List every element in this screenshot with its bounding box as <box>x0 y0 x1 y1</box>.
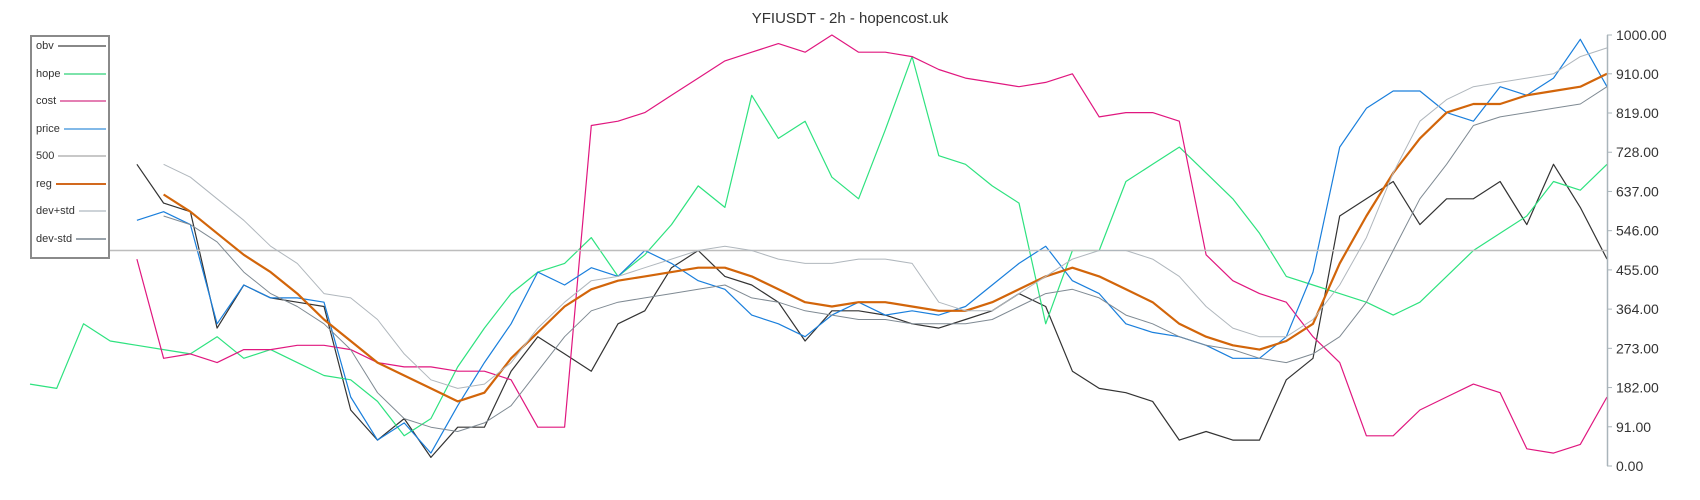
legend-item-cost[interactable]: cost <box>36 95 106 107</box>
series-hope-line <box>29 55 1608 437</box>
series-obv-line <box>136 163 1608 458</box>
y-tick-label: 637.00 <box>1616 183 1659 199</box>
legend-label: hope <box>36 67 61 80</box>
series-dev-std-line <box>163 86 1608 432</box>
series-price-line <box>136 38 1608 454</box>
legend-item-price[interactable]: price <box>36 123 106 135</box>
legend-swatch-icon <box>60 100 106 102</box>
y-tick-label: 1000.00 <box>1616 27 1667 43</box>
series-layer <box>29 34 1608 458</box>
legend-label: reg <box>36 177 52 190</box>
legend-label: 500 <box>36 150 55 162</box>
series-cost-line <box>136 34 1608 454</box>
y-tick-label: 364.00 <box>1616 301 1659 317</box>
legend-swatch-icon <box>55 182 106 185</box>
legend-swatch-icon <box>76 237 106 240</box>
legend-swatch-icon <box>57 45 106 47</box>
legend-swatch-icon <box>64 72 106 75</box>
legend-item-hope[interactable]: hope <box>36 68 106 80</box>
y-tick-label: 455.00 <box>1616 262 1659 278</box>
legend-swatch-icon <box>78 210 106 212</box>
legend-swatch-icon <box>58 155 106 157</box>
legend-label: cost <box>36 95 57 107</box>
y-tick-label: 819.00 <box>1616 105 1659 121</box>
legend-label: dev-std <box>36 232 73 245</box>
legend: obv hope cost price 500 reg dev+std dev-std <box>30 35 110 259</box>
y-tick-label: 728.00 <box>1616 144 1659 160</box>
y-tick-label: 910.00 <box>1616 66 1659 82</box>
legend-item-obv[interactable]: obv <box>36 40 106 52</box>
legend-swatch-icon <box>63 127 106 130</box>
series-dev-std-line <box>163 47 1608 389</box>
chart-title: YFIUSDT - 2h - hopencost.uk <box>751 10 949 27</box>
legend-item-dev-std[interactable]: dev+std <box>36 205 106 217</box>
legend-item-dev-std[interactable]: dev-std <box>36 233 106 245</box>
y-tick-label: 182.00 <box>1616 380 1659 396</box>
legend-label: price <box>36 122 60 135</box>
legend-label: dev+std <box>36 205 75 217</box>
y-tick-label: 546.00 <box>1616 223 1659 239</box>
y-tick-label: 91.00 <box>1616 419 1651 435</box>
y-tick-label: 0.00 <box>1616 458 1643 474</box>
series-reg-line <box>163 72 1608 403</box>
legend-label: obv <box>36 40 54 52</box>
legend-item-reg[interactable]: reg <box>36 178 106 190</box>
y-tick-label: 273.00 <box>1616 340 1659 356</box>
y-axis: 1000.00 910.00 819.00 728.00 637.00 546.00 455… <box>1606 27 1667 474</box>
legend-item-500[interactable]: 500 <box>36 150 106 162</box>
